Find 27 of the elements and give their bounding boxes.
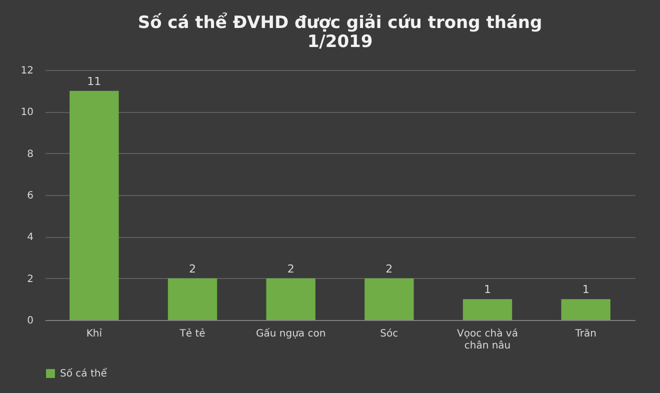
chart-title: Số cá thể ĐVHD được giải cứu trong tháng 1/2019: [138, 12, 542, 52]
bar: [168, 278, 218, 320]
data-label: 2: [287, 262, 294, 276]
x-tick-label: Vọoc chà vá chân nâu: [457, 328, 518, 352]
data-label: 2: [386, 262, 393, 276]
data-label: 1: [582, 283, 590, 296]
y-tick-label: 6: [27, 190, 34, 202]
data-label: 11: [87, 74, 102, 88]
bar: [462, 299, 512, 320]
y-tick-label: 10: [20, 107, 34, 118]
x-tick-label: Sóc: [380, 328, 398, 340]
bar: [364, 278, 414, 320]
data-label: 1: [484, 283, 491, 296]
y-tick-label: 8: [27, 148, 34, 160]
y-tick-label: 0: [27, 316, 34, 326]
x-tick-label: Tẻ tẻ: [178, 328, 206, 340]
bar: [266, 278, 316, 320]
y-tick-label: 12: [20, 66, 34, 76]
y-tick-label: 2: [27, 274, 34, 285]
x-tick-label: Trăn: [574, 328, 596, 340]
legend-label: Số cá thể: [60, 368, 108, 380]
x-tick-label: Khỉ: [86, 328, 102, 340]
y-tick-label: 4: [27, 232, 34, 244]
data-label: 2: [189, 262, 196, 276]
bar: [561, 299, 610, 320]
x-tick-label: Gấu ngựa con: [256, 328, 326, 340]
bar: [70, 90, 119, 320]
